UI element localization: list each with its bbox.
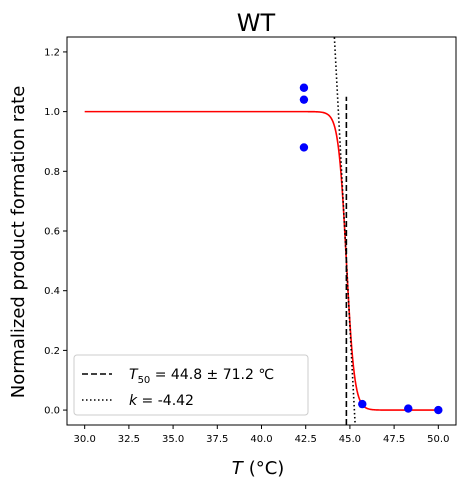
- legend-k-label: k = -4.42: [129, 393, 194, 409]
- x-tick-label: 40.0: [250, 434, 272, 445]
- y-tick-label: 0.8: [44, 167, 60, 178]
- axes-frame: [66, 36, 457, 426]
- data-point: [299, 143, 309, 152]
- y-axis-label: Normalized product formation rate: [8, 86, 29, 399]
- plot-area: [84, 37, 443, 425]
- axis-ticks: 30.0 32.5 35.0 37.5 40.0 42.5 45.0 47.5 50.0 0.0 0…: [44, 47, 449, 445]
- chart-title: WT: [237, 9, 276, 37]
- legend-t50-symbol: T: [129, 367, 139, 383]
- y-tick-label: 0.4: [44, 286, 60, 297]
- k-tangent-line: [333, 37, 356, 425]
- data-point: [299, 95, 309, 104]
- x-tick-label: 32.5: [118, 434, 140, 445]
- x-axis-label: T (°C): [232, 458, 285, 479]
- x-tick-label: 37.5: [206, 434, 228, 445]
- data-point: [434, 405, 443, 415]
- legend-k-value: = -4.42: [137, 393, 194, 409]
- fit-curve: [84, 110, 439, 411]
- x-tick-label: 42.5: [295, 434, 317, 445]
- x-tick-label: 45.0: [339, 434, 361, 445]
- legend-t50-subscript: 50: [138, 375, 151, 386]
- x-tick-label: 35.0: [162, 434, 184, 445]
- legend-k-symbol: k: [129, 393, 138, 409]
- y-tick-label: 0.0: [44, 406, 60, 417]
- x-axis-label-variable: T: [232, 458, 245, 479]
- data-point: [404, 404, 413, 413]
- data-point: [358, 399, 367, 409]
- legend-t50-label: T50 = 44.8 ± 71.2 ℃: [129, 367, 274, 386]
- data-point: [299, 83, 309, 92]
- x-axis-label-unit: (°C): [249, 458, 285, 479]
- legend-t50-value: = 44.8 ± 71.2 ℃: [150, 367, 274, 383]
- y-tick-label: 1.2: [44, 47, 60, 58]
- y-tick-label: 1.0: [44, 107, 60, 118]
- x-tick-label: 50.0: [427, 434, 449, 445]
- x-tick-label: 30.0: [74, 434, 96, 445]
- legend: T50 = 44.8 ± 71.2 ℃ k = -4.42: [73, 354, 309, 416]
- legend-box: [73, 354, 309, 416]
- y-tick-label: 0.2: [44, 346, 60, 357]
- x-tick-label: 47.5: [383, 434, 405, 445]
- y-tick-label: 0.6: [44, 227, 60, 238]
